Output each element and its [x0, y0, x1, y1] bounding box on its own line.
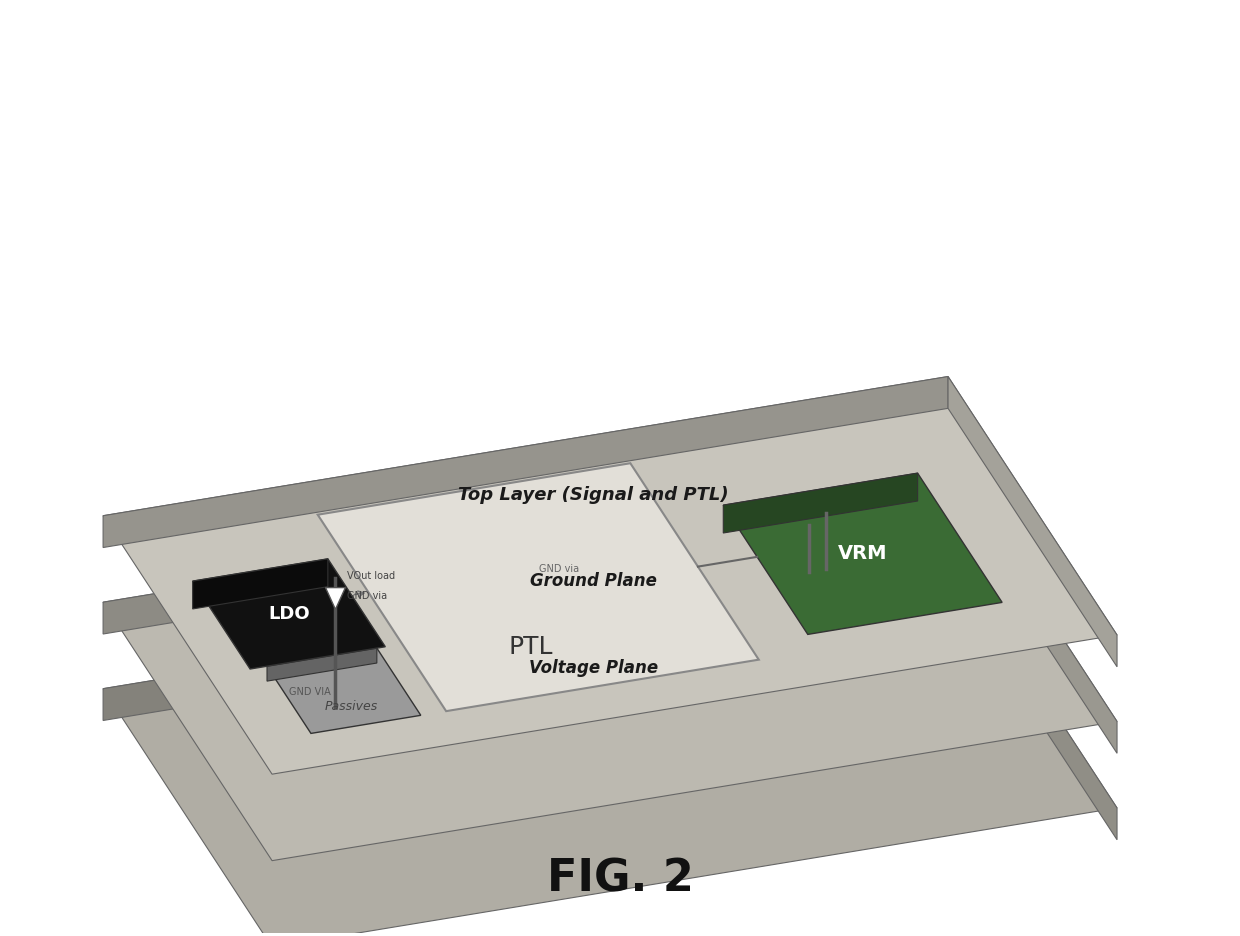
Text: VRM: VRM: [838, 545, 888, 563]
Polygon shape: [267, 648, 420, 734]
Polygon shape: [949, 376, 1117, 666]
Text: GND via: GND via: [539, 564, 579, 575]
Text: LDO: LDO: [268, 605, 310, 623]
Text: GND VIA: GND VIA: [289, 687, 331, 697]
Polygon shape: [103, 463, 949, 634]
Polygon shape: [103, 549, 949, 721]
Text: FIG. 2: FIG. 2: [547, 857, 693, 900]
Polygon shape: [103, 376, 949, 548]
Text: Ground Plane: Ground Plane: [529, 573, 657, 591]
Polygon shape: [192, 559, 327, 609]
Text: Passives: Passives: [325, 700, 378, 713]
Text: PTL: PTL: [508, 635, 553, 659]
Polygon shape: [723, 474, 918, 533]
Text: Voltage Plane: Voltage Plane: [528, 659, 657, 677]
Polygon shape: [192, 559, 386, 669]
Polygon shape: [317, 463, 759, 711]
Text: VOut load: VOut load: [347, 571, 396, 580]
Polygon shape: [326, 588, 346, 609]
Text: Top Layer (Signal and PTL): Top Layer (Signal and PTL): [458, 486, 728, 504]
Polygon shape: [103, 463, 1117, 861]
Polygon shape: [723, 474, 1002, 635]
Polygon shape: [949, 463, 1117, 753]
Polygon shape: [949, 549, 1117, 840]
Polygon shape: [103, 376, 1117, 774]
Polygon shape: [267, 648, 377, 681]
Polygon shape: [103, 549, 1117, 936]
Text: GND via: GND via: [347, 591, 388, 601]
